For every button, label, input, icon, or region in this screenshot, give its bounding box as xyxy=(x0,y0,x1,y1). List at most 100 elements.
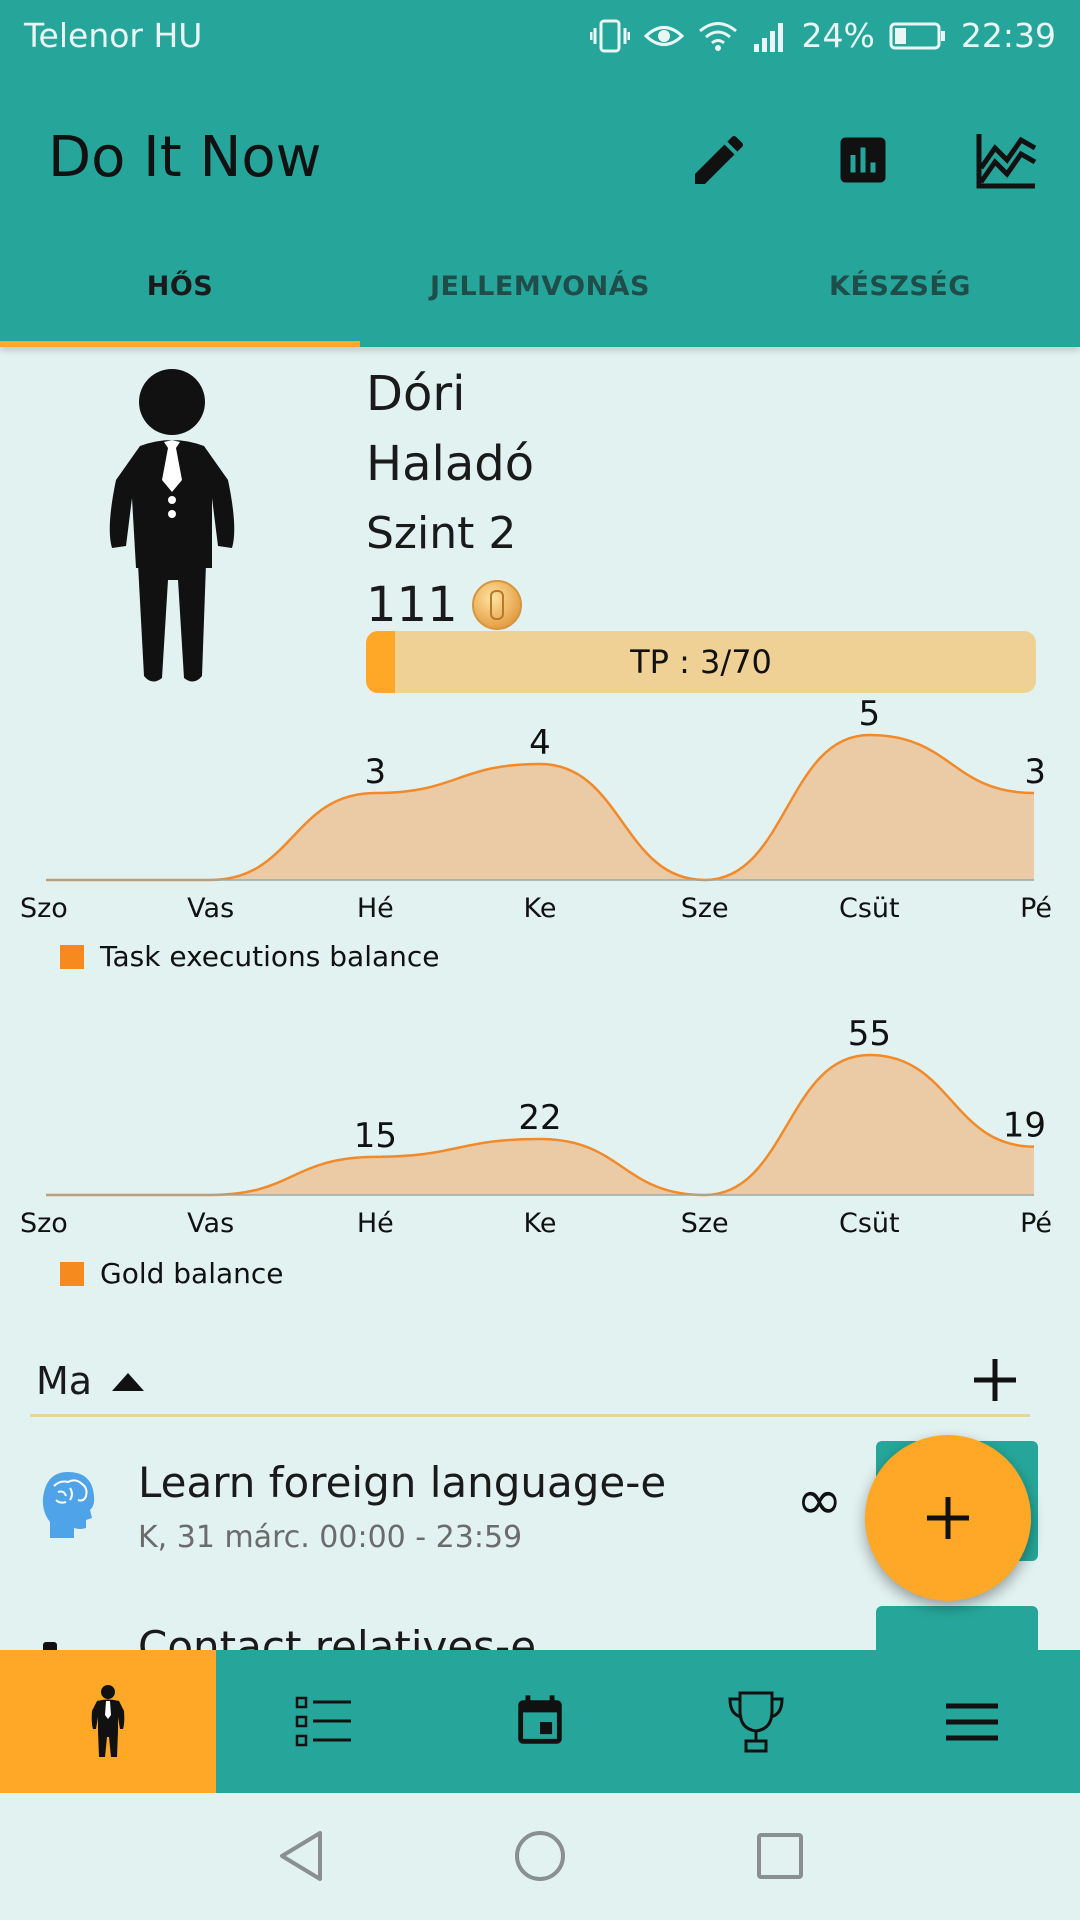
nav-rewards[interactable] xyxy=(648,1650,864,1793)
gold-balance-chart-plot: Szo Vas Hé Ke Sze Csüt Pé 15 22 55 19 xyxy=(20,1014,1052,1239)
xp-progress-label: TP : 3/70 xyxy=(630,643,772,681)
recents-square-icon xyxy=(757,1833,803,1879)
edit-button[interactable] xyxy=(684,125,754,195)
legend-label: Gold balance xyxy=(100,1257,284,1290)
chart-series-line xyxy=(45,1053,1035,1197)
clock: 22:39 xyxy=(960,16,1056,55)
legend-swatch xyxy=(60,944,84,969)
calendar-icon xyxy=(518,1694,562,1744)
nav-hero[interactable] xyxy=(0,1650,216,1793)
chart-x-tick-label: Hé xyxy=(357,893,394,924)
legend-swatch xyxy=(60,1261,84,1286)
home-button[interactable] xyxy=(507,1823,573,1889)
chart-x-tick-label: Vas xyxy=(187,893,234,924)
chart-x-tick-label: Csüt xyxy=(839,893,900,924)
task-item[interactable]: Contact relatives-e xyxy=(0,1600,1080,1650)
tab-skills[interactable]: KÉSZSÉG xyxy=(829,270,971,302)
wifi-icon xyxy=(698,21,737,51)
xp-progress-fill xyxy=(366,631,395,693)
tab-indicator xyxy=(0,341,360,347)
chart-data-label: 22 xyxy=(518,1098,561,1138)
chart-x-tick-label: Sze xyxy=(681,1208,729,1239)
progress-button[interactable] xyxy=(972,125,1042,195)
chart-data-label: 15 xyxy=(354,1116,397,1156)
chart-x-tick-label: Sze xyxy=(681,893,729,924)
plus-icon xyxy=(927,1497,969,1539)
plus-icon[interactable] xyxy=(970,1355,1020,1405)
checklist-icon xyxy=(295,1696,351,1746)
home-circle-icon xyxy=(515,1831,565,1881)
gold-amount: 111 xyxy=(366,577,458,633)
bar-chart-icon xyxy=(840,137,886,183)
system-navigation-bar xyxy=(0,1793,1080,1920)
line-chart-icon xyxy=(976,134,1037,189)
task-title: Contact relatives-e xyxy=(138,1622,537,1650)
chart-x-tick-label: Ke xyxy=(524,1208,557,1239)
statistics-button[interactable] xyxy=(828,125,898,195)
hero-rank: Haladó xyxy=(366,436,535,492)
chart-x-tick-label: Szo xyxy=(20,893,68,924)
status-icons: 24% 22:39 xyxy=(589,16,1056,55)
nav-menu[interactable] xyxy=(864,1650,1080,1793)
task-title: Learn foreign language-e xyxy=(138,1458,667,1507)
person-icon xyxy=(43,1642,57,1650)
chart-data-label: 55 xyxy=(848,1014,891,1054)
chart-x-tick-label: Vas xyxy=(187,1208,234,1239)
chart-x-tick-label: Szo xyxy=(20,1208,68,1239)
add-task-fab[interactable] xyxy=(865,1435,1031,1601)
chart-x-tick-label: Csüt xyxy=(839,1208,900,1239)
back-button[interactable] xyxy=(268,1823,334,1889)
chart-legend: Task executions balance xyxy=(60,940,440,973)
hero-gold: 111 xyxy=(366,580,534,630)
gold-balance-chart: Szo Vas Hé Ke Sze Csüt Pé 15 22 55 19 Gold balance xyxy=(0,1010,1080,1300)
nav-tasks[interactable] xyxy=(216,1650,432,1793)
status-bar: Telenor HU 24% 22:39 xyxy=(0,0,1080,75)
coin-icon xyxy=(471,580,522,630)
carrier-name: Telenor HU xyxy=(24,16,203,55)
hero-name: Dóri xyxy=(366,366,466,422)
chart-data-label: 19 xyxy=(1003,1106,1046,1146)
chart-area xyxy=(46,735,1034,880)
hero-level: Szint 2 xyxy=(366,508,517,559)
eye-icon xyxy=(643,25,684,46)
signal-icon xyxy=(753,22,783,52)
app-bar: Do It Now xyxy=(0,75,1080,225)
legend-label: Task executions balance xyxy=(100,940,440,973)
app-title: Do It Now xyxy=(48,125,322,190)
tab-traits[interactable]: JELLEMVONÁS xyxy=(429,270,651,302)
today-label: Ma xyxy=(36,1359,93,1403)
task-executions-chart: Szo Vas Hé Ke Sze Csüt Pé 3 4 5 3 Task executions … xyxy=(0,700,1080,980)
trophy-icon xyxy=(728,1691,784,1752)
tab-hero[interactable]: HŐS xyxy=(146,270,214,302)
chart-data-label: 5 xyxy=(859,700,881,734)
bottom-navigation xyxy=(0,1650,1080,1793)
chart-area xyxy=(46,1055,1034,1195)
hero-info: Dóri Haladó Szint 2 111 xyxy=(366,370,534,652)
repeat-infinite-icon: ∞ xyxy=(796,1468,843,1533)
recents-button[interactable] xyxy=(747,1823,813,1889)
today-section-header[interactable]: Ma xyxy=(30,1345,1030,1417)
nav-calendar[interactable] xyxy=(432,1650,648,1793)
battery-percent: 24% xyxy=(801,16,875,55)
task-schedule: K, 31 márc. 00:00 - 23:59 xyxy=(138,1520,523,1555)
back-triangle-icon xyxy=(280,1831,322,1881)
hero-avatar xyxy=(109,369,235,682)
task-executions-chart-plot: Szo Vas Hé Ke Sze Csüt Pé 3 4 5 3 xyxy=(20,700,1052,924)
chart-legend: Gold balance xyxy=(60,1257,284,1290)
battery-icon xyxy=(889,22,945,49)
brain-head-icon xyxy=(42,1472,95,1538)
chart-x-tick-label: Pé xyxy=(1020,1208,1052,1239)
chart-data-label: 3 xyxy=(1024,752,1046,792)
hamburger-icon xyxy=(946,1703,998,1740)
tab-bar: HŐS JELLEMVONÁS KÉSZSÉG xyxy=(0,225,1080,347)
vibrate-icon xyxy=(589,19,630,52)
chart-x-tick-label: Pé xyxy=(1020,893,1052,924)
pencil-icon xyxy=(695,135,744,184)
chart-data-label: 4 xyxy=(529,723,551,763)
person-icon xyxy=(91,1684,125,1757)
chart-series-line xyxy=(46,733,1035,882)
complete-task-button[interactable] xyxy=(876,1606,1038,1650)
collapse-caret-icon[interactable] xyxy=(112,1373,144,1391)
chart-x-tick-label: Ke xyxy=(524,893,557,924)
xp-progress-bar: TP : 3/70 xyxy=(366,631,1036,693)
